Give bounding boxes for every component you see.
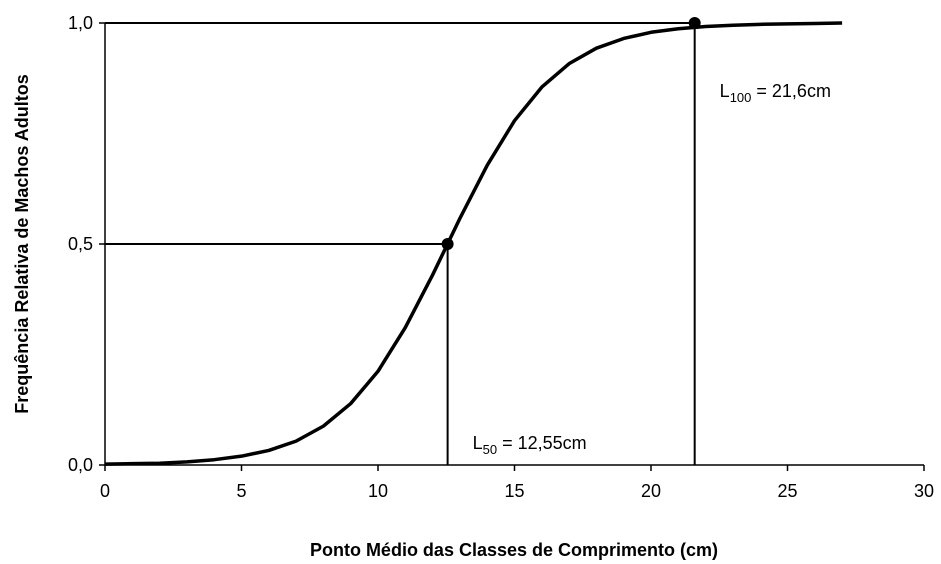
annotation-part: = 21,6cm [751,81,831,101]
x-tick-label: 15 [504,481,524,501]
curve [104,21,843,466]
x-axis-label: Ponto Médio das Classes de Comprimento (… [310,540,718,560]
annotation-part: L [473,433,483,453]
y-tick-label: 0,5 [68,234,93,254]
annotation-part: L [720,81,730,101]
annotation-part: 50 [483,442,497,457]
x-tick-label: 5 [236,481,246,501]
x-tick-label: 30 [914,481,934,501]
x-tick-label: 20 [641,481,661,501]
point [688,17,701,29]
point [441,238,454,250]
x-tick-label: 0 [100,481,110,501]
x-tick-label: 10 [368,481,388,501]
y-tick-label: 1,0 [68,13,93,33]
y-tick-label: 0,0 [68,455,93,475]
annotation: L50 = 12,55cm [473,433,587,457]
annotation: L100 = 21,6cm [720,81,831,105]
x-tick-label: 25 [777,481,797,501]
annotation-part: = 12,55cm [497,433,587,453]
y-axis-label: Frequência Relativa de Machos Adultos [12,74,32,413]
annotation-part: 100 [730,90,752,105]
